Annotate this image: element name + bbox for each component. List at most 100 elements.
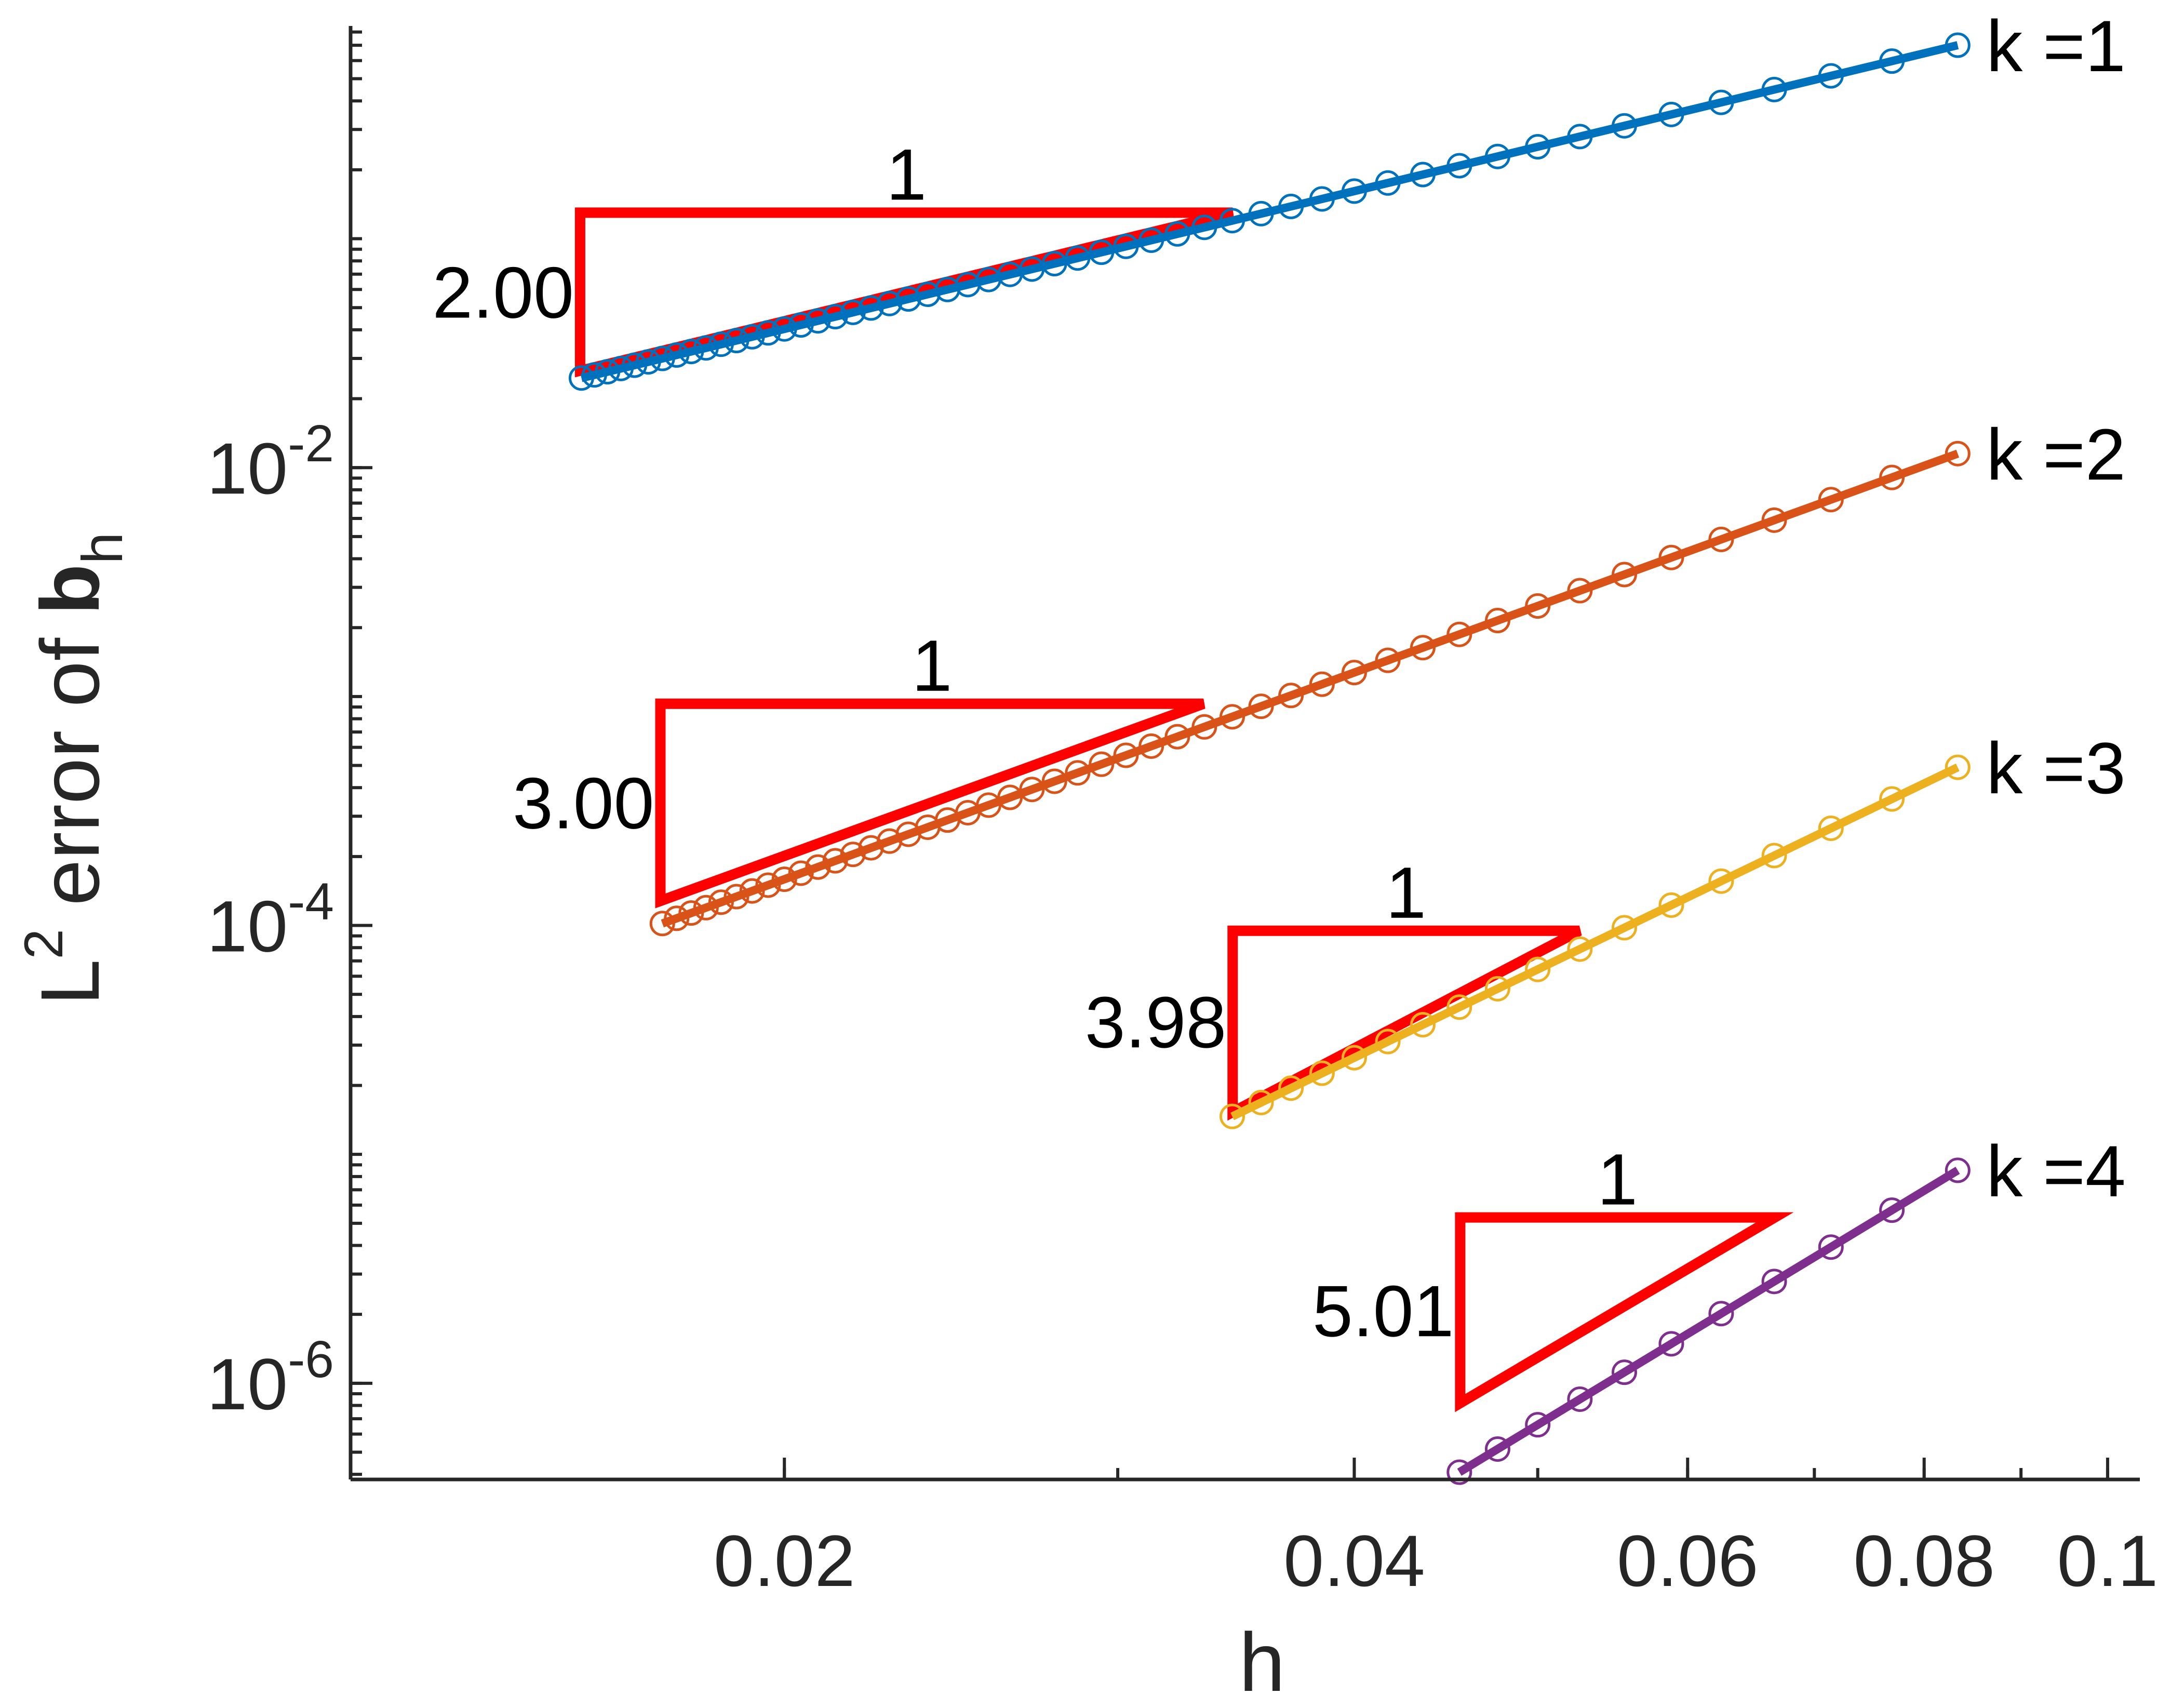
axes: 0.02 0.04 0.06 0.08 0.1 10-2 10-4 10-6: [207, 26, 2158, 1602]
series-marker: [1611, 1359, 1637, 1385]
series-marker: [1309, 186, 1335, 212]
series-marker: [1525, 956, 1551, 982]
series-marker: [1611, 562, 1637, 588]
series-marker: [1138, 733, 1164, 759]
series-marker: [1818, 487, 1844, 513]
series-line: [1457, 1167, 1960, 1476]
series-marker: [1341, 178, 1367, 204]
series-marker: [1567, 936, 1593, 962]
series-marker: [693, 335, 719, 361]
series-marker: [1484, 143, 1510, 169]
series-marker: [568, 365, 594, 391]
series-marker: [1567, 124, 1593, 150]
x-tick-label: 0.04: [1283, 1520, 1425, 1602]
slope-run-label: 1: [886, 134, 927, 215]
series-marker: [840, 299, 866, 325]
series-marker: [708, 331, 734, 357]
series-marker: [1113, 233, 1139, 259]
series-marker: [1761, 76, 1787, 102]
series-marker: [678, 339, 704, 365]
series-marker: [1761, 843, 1787, 869]
series-marker: [595, 359, 621, 385]
x-tick-label: 0.08: [1853, 1520, 1994, 1602]
series-marker: [1761, 507, 1787, 533]
series-marker: [664, 905, 690, 931]
series-marker: [1138, 227, 1164, 253]
series-marker: [1525, 134, 1551, 160]
series-marker: [1945, 754, 1971, 780]
series-marker: [755, 320, 781, 346]
series-marker: [723, 884, 749, 910]
series-marker: [1248, 201, 1274, 226]
slope-rate-label: 3.98: [1085, 981, 1226, 1063]
series-marker: [1341, 1045, 1367, 1071]
x-tick-label: 0.06: [1617, 1520, 1758, 1602]
series-label: k =1: [1986, 5, 2126, 87]
series-marker: [723, 328, 749, 354]
series-label: k =2: [1986, 414, 2126, 495]
series-marker: [635, 349, 661, 375]
series-marker: [915, 281, 941, 307]
series-1: k =1: [568, 5, 2126, 391]
series-marker: [822, 848, 848, 874]
x-tick-label: 0.1: [2057, 1520, 2159, 1602]
series-marker: [1818, 1234, 1844, 1260]
series-marker: [1658, 1331, 1684, 1357]
series-marker: [1220, 704, 1245, 730]
series-marker: [771, 316, 797, 342]
series-marker: [1248, 1089, 1274, 1115]
x-axis-title: h: [1239, 1616, 1285, 1694]
series-marker: [1525, 593, 1551, 619]
series-marker: [1065, 760, 1091, 786]
series-marker: [1113, 742, 1139, 768]
plot-series: k =1 k =2 k =3 k =4: [568, 5, 2126, 1485]
slope-rate-label: 3.00: [513, 763, 654, 844]
series-marker: [1309, 1060, 1335, 1086]
series-marker: [1446, 621, 1472, 647]
series-marker: [1945, 1157, 1971, 1183]
series-marker: [1446, 1459, 1472, 1485]
series-marker: [708, 889, 734, 915]
series-marker: [1309, 671, 1335, 697]
series-marker: [1567, 578, 1593, 604]
series-marker: [1164, 724, 1190, 750]
series-marker: [1708, 1301, 1734, 1327]
series-marker: [1446, 994, 1472, 1020]
y-tick-label: 10-4: [207, 873, 334, 967]
series-marker: [1879, 786, 1905, 812]
series-marker: [1658, 892, 1684, 918]
series-3: k =3: [1220, 727, 2126, 1129]
series-marker: [1089, 239, 1115, 265]
slope-rate-label: 2.00: [432, 252, 573, 334]
series-marker: [1410, 1012, 1436, 1038]
y-tick-label: 10-2: [207, 415, 334, 509]
series-marker: [649, 345, 675, 371]
slope-run-label: 1: [1597, 1139, 1638, 1220]
series-marker: [895, 286, 921, 312]
series-marker: [1065, 245, 1091, 271]
series-2: k =2: [649, 414, 2126, 937]
series-marker: [1089, 751, 1115, 777]
series-marker: [858, 295, 884, 321]
series-marker: [1525, 1412, 1551, 1438]
series-marker: [1191, 215, 1217, 241]
series-4: k =4: [1446, 1130, 2126, 1485]
series-marker: [1278, 193, 1304, 219]
series-marker: [1567, 1386, 1593, 1412]
series-marker: [649, 911, 675, 937]
series-marker: [1708, 526, 1734, 552]
series-marker: [664, 342, 690, 368]
series-marker: [1879, 464, 1905, 490]
series-marker: [1611, 113, 1637, 139]
slope-triangle-1: [574, 207, 1234, 378]
slope-triangle-4: [1455, 1212, 1794, 1412]
series-line: [1230, 763, 1960, 1121]
y-axis-title: L2 error of bh: [14, 532, 135, 1006]
x-tick-label: 0.02: [714, 1520, 855, 1602]
series-marker: [1375, 647, 1401, 673]
series-marker: [1375, 170, 1401, 196]
series-marker: [1879, 48, 1905, 74]
series-marker: [858, 835, 884, 861]
series-marker: [877, 828, 903, 854]
